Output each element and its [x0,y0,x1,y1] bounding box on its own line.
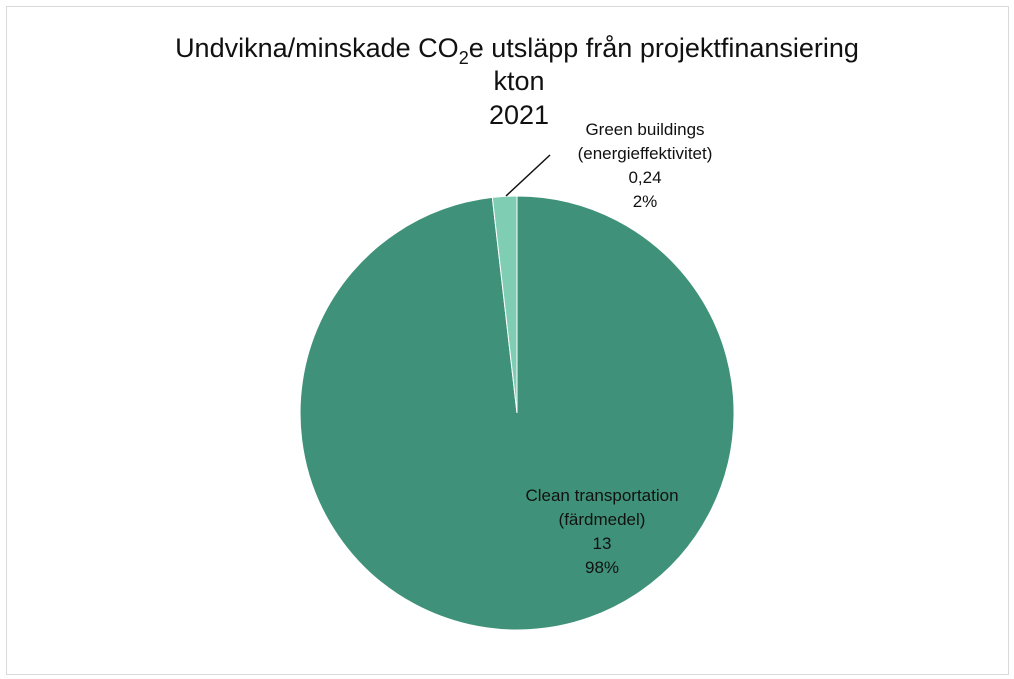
chart-title-subscript: 2 [459,48,469,68]
green-buildings-leader-line [505,154,551,197]
chart-title-suffix: e utsläpp från projektfinansiering [469,33,859,63]
slice-label-green-buildings: Green buildings (energieffektivitet) 0,2… [578,120,713,211]
chart-title-unit: kton [493,66,544,96]
chart-title: Undvikna/minskade CO2e utsläpp från proj… [175,33,859,68]
green-buildings-value: 0,24 [628,168,661,187]
slice-label-clean-transportation: Clean transportation (färdmedel) 13 98% [525,486,678,577]
green-buildings-percent: 2% [633,192,658,211]
chart-frame: Undvikna/minskade CO2e utsläpp från proj… [6,6,1009,675]
pie-slices [299,195,735,631]
clean-transportation-value: 13 [593,534,612,553]
pie-chart: Undvikna/minskade CO2e utsläpp från proj… [175,33,859,631]
clean-transportation-percent: 98% [585,558,619,577]
green-buildings-label-line2: (energieffektivitet) [578,144,713,163]
pie-slice-green-buildings [491,195,518,414]
clean-transportation-label-line1: Clean transportation [525,486,678,505]
green-buildings-label-line1: Green buildings [585,120,704,139]
chart-title-year: 2021 [489,100,549,130]
clean-transportation-label-line2: (färdmedel) [559,510,646,529]
chart-title-prefix: Undvikna/minskade CO [175,33,459,63]
